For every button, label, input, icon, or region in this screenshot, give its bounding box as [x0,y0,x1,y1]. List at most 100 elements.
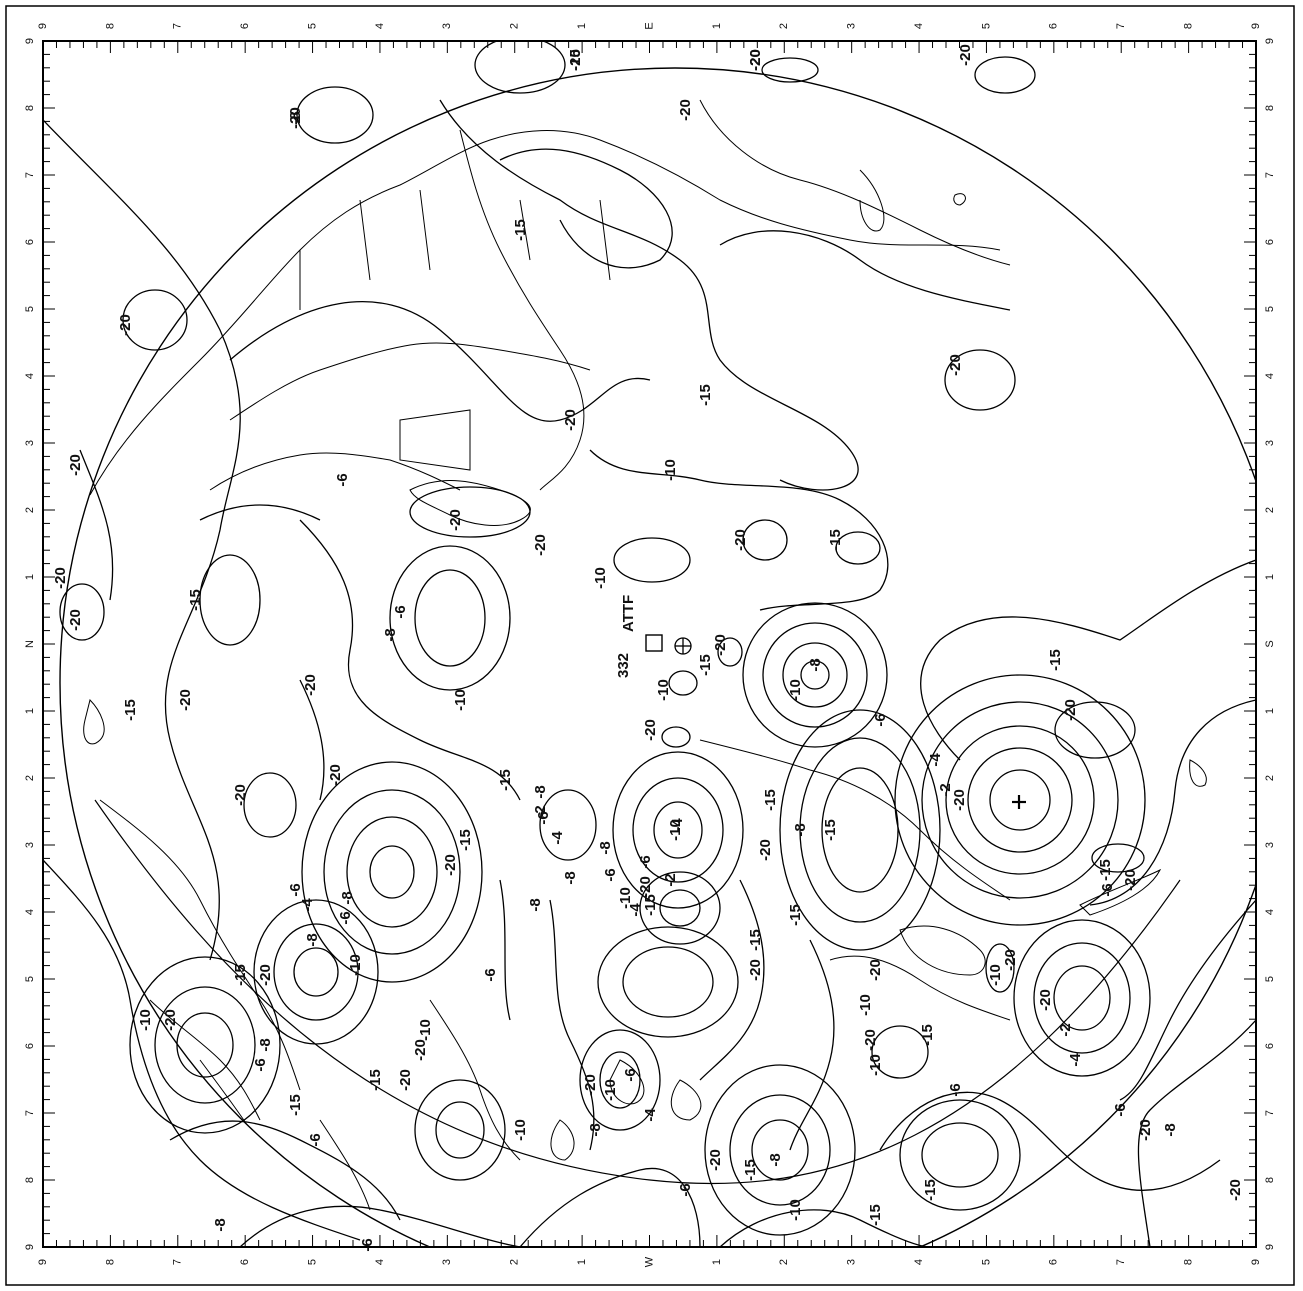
tick-label-left-10: 1 [24,708,36,714]
tick-label-top-13: 4 [913,23,925,29]
contour-label-4: -20 [677,99,694,121]
contour-label-6: -20 [947,354,964,376]
contour-label-112: -20 [1137,1119,1154,1141]
contour-label-0: -20 [287,107,304,129]
tick-label-right-6: 3 [1264,440,1276,446]
tick-label-left-8: 1 [24,574,36,580]
station-square-marker [645,634,663,652]
contour-label-2: -20 [747,49,764,71]
tick-label-top-14: 5 [980,23,992,29]
tick-label-left-2: 7 [24,172,36,178]
closed-contours [59,41,1151,1236]
tick-label-top-10: 1 [711,23,723,29]
tick-label-right-2: 7 [1264,172,1276,178]
contour-label-111: -15 [867,1204,884,1226]
contour-label-82: -6 [287,883,304,896]
tick-label-right-3: 6 [1264,239,1276,245]
contour-label-7: -15 [512,219,529,241]
contour-label-103: -10 [602,1079,619,1101]
contour-label-70: -10 [867,1054,884,1076]
tick-label-top-18: 9 [1250,23,1262,29]
contour-label-29: -10 [452,689,469,711]
contour-label-43: -20 [757,839,774,861]
tick-label-right-0: 9 [1264,38,1276,44]
tick-label-left-14: 5 [24,976,36,982]
contour-label-62: -6 [1099,883,1116,896]
contour-label-86: -15 [232,964,249,986]
tick-label-left-16: 7 [24,1110,36,1116]
contour-label-49: -15 [822,819,839,841]
contour-label-11: -6 [334,473,351,486]
contour-label-56: -8 [562,871,579,884]
contour-label-76: -8 [527,898,544,911]
contour-label-107: -8 [767,1153,784,1166]
tick-label-top-17: 8 [1183,23,1195,29]
tick-label-bottom-1: 8 [104,1259,116,1265]
contour-label-8: -20 [562,409,579,431]
contour-label-68: -15 [919,1024,936,1046]
tick-label-bottom-10: 1 [711,1259,723,1265]
contour-label-13: -20 [532,534,549,556]
contour-label-61: -15 [1097,859,1114,881]
contour-label-116: -15 [922,1179,939,1201]
contour-label-85: -8 [339,891,356,904]
tick-label-right-18: 9 [1264,1244,1276,1250]
tick-label-right-8: 1 [1264,574,1276,580]
contour-label-50: -10 [667,819,684,841]
contour-label-69: -20 [862,1029,879,1051]
contour-label-108: -15 [742,1159,759,1181]
track-line [94,799,1181,1185]
contour-label-72: -10 [857,994,874,1016]
contour-label-21: -20 [52,567,69,589]
contour-label-92: -15 [367,1069,384,1091]
tick-label-top-12: 3 [846,23,858,29]
contour-label-64: -2 [1057,1023,1074,1036]
tick-label-left-4: 5 [24,306,36,312]
plus-marker [1012,795,1026,809]
tick-label-bottom-12: 3 [846,1259,858,1265]
tick-label-left-5: 4 [24,373,36,379]
contour-label-84: -6 [337,911,354,924]
contour-label-33: -4 [549,831,566,845]
contour-label-9: -15 [697,384,714,406]
tick-label-top-8: 1 [576,23,588,29]
tick-label-right-17: 8 [1264,1177,1276,1183]
contour-label-58: -4 [627,903,644,917]
contour-label-47: -2 [937,783,954,796]
tick-label-bottom-0: 9 [37,1259,49,1265]
contour-label-20: -20 [67,454,84,476]
contour-label-90: -8 [257,1038,274,1051]
tick-label-right-12: 3 [1264,842,1276,848]
tick-label-bottom-14: 5 [980,1259,992,1265]
contour-label-53: -4 [669,818,686,832]
contour-label-23: -10 [655,679,672,701]
contour-label-18: -20 [732,529,749,551]
tick-label-left-9: N [24,640,36,648]
contour-label-79: -15 [457,829,474,851]
contour-label-41: -8 [807,658,824,671]
contour-label-3: -20 [957,44,974,66]
contour-label-37: -20 [327,764,344,786]
tick-label-top-2: 7 [172,23,184,29]
contour-label-22: -20 [67,609,84,631]
contour-label-12: -20 [447,509,464,531]
contour-label-57: -10 [617,887,634,909]
earth-disk-outline [59,67,1256,1247]
contour-label-48: -20 [951,789,968,811]
tick-label-right-15: 6 [1264,1043,1276,1049]
contour-label-28: -15 [122,699,139,721]
contour-label-80: -10 [347,954,364,976]
contour-label-63: -20 [1037,989,1054,1011]
contour-label-44: -8 [792,823,809,836]
contour-label-110: -10 [787,1199,804,1221]
tick-label-right-11: 2 [1264,775,1276,781]
tick-label-left-18: 9 [24,1244,36,1250]
contour-label-39: -15 [1047,649,1064,671]
tick-label-bottom-11: 2 [778,1259,790,1265]
contour-label-35: -15 [497,769,514,791]
contour-label-95: -10 [417,1019,434,1041]
tick-label-bottom-9: W [643,1256,655,1267]
contour-label-81: -8 [304,933,321,946]
contour-label-66: -10 [987,964,1004,986]
